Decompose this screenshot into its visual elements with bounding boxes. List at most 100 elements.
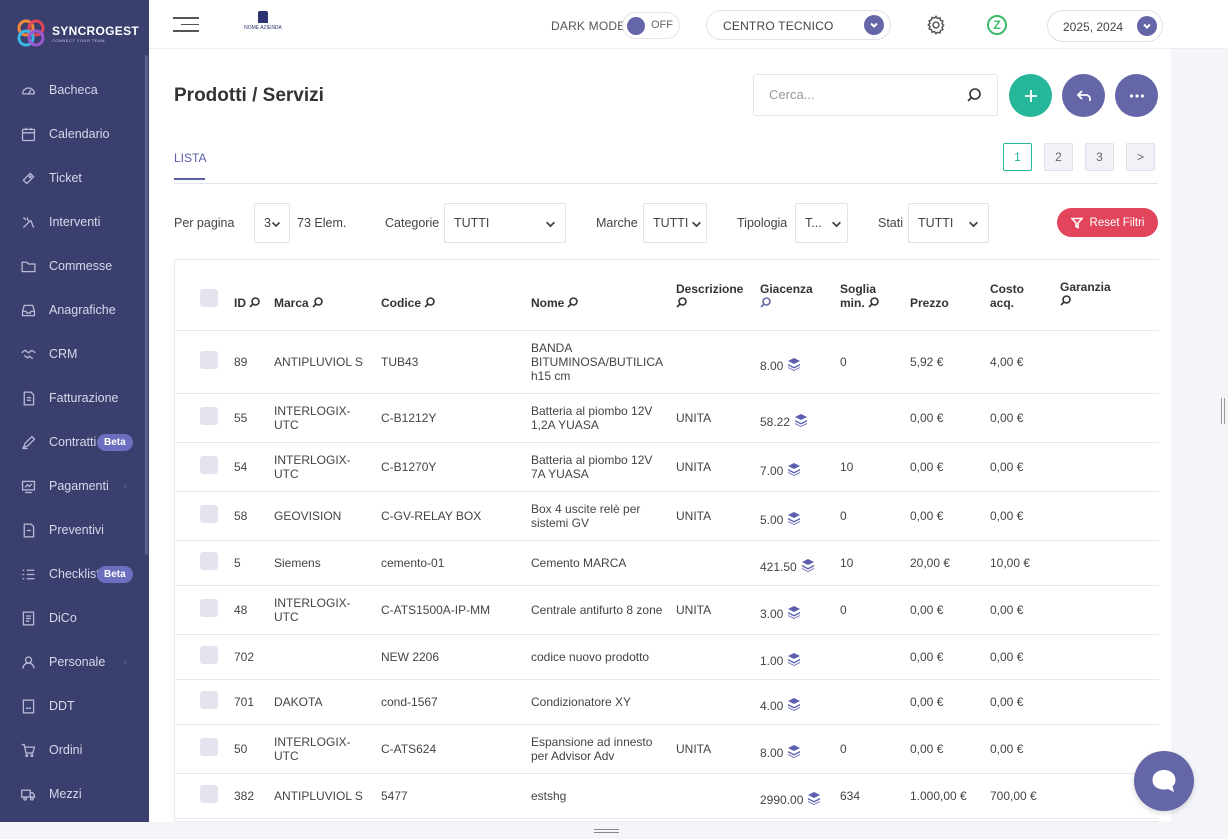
- row-checkbox[interactable]: [200, 552, 218, 570]
- col-giacenza[interactable]: Giacenza: [760, 260, 840, 331]
- search-icon[interactable]: [966, 87, 982, 103]
- search-icon[interactable]: [312, 296, 323, 308]
- row-checkbox[interactable]: [200, 646, 218, 664]
- side-resize-handle[interactable]: [1221, 398, 1225, 424]
- sidebar-scrollbar[interactable]: [145, 55, 148, 555]
- col-codice[interactable]: Codice: [381, 260, 531, 331]
- sidebar-item-preventivi[interactable]: Preventivi: [0, 508, 149, 552]
- row-checkbox[interactable]: [200, 691, 218, 709]
- page-button-2[interactable]: 2: [1044, 143, 1073, 171]
- back-button[interactable]: [1062, 74, 1105, 117]
- page-button-3[interactable]: 3: [1085, 143, 1114, 171]
- row-checkbox[interactable]: [200, 456, 218, 474]
- sidebar-item-pagamenti[interactable]: Pagamenti ›: [0, 464, 149, 508]
- tab-lista[interactable]: LISTA: [174, 151, 206, 180]
- reset-filters-button[interactable]: Reset Filtri: [1057, 208, 1158, 237]
- stock-layers-icon[interactable]: [794, 413, 808, 427]
- col-costo[interactable]: Costo acq.: [990, 260, 1060, 331]
- sidebar-item-commesse[interactable]: Commesse: [0, 244, 149, 288]
- sidebar-item-checklist[interactable]: Checklist Beta: [0, 552, 149, 596]
- page-button-1[interactable]: 1: [1003, 143, 1032, 171]
- col-nome[interactable]: Nome: [531, 260, 676, 331]
- sidebar-item-personale[interactable]: Personale ›: [0, 640, 149, 684]
- row-checkbox[interactable]: [200, 738, 218, 756]
- stock-layers-icon[interactable]: [787, 462, 801, 476]
- select-all-checkbox[interactable]: [200, 288, 218, 307]
- z-icon[interactable]: Z: [987, 15, 1007, 35]
- sidebar-item-interventi[interactable]: Interventi: [0, 200, 149, 244]
- sidebar-item-ordini[interactable]: Ordini: [0, 728, 149, 772]
- center-select[interactable]: CENTRO TECNICO: [706, 10, 891, 40]
- page-next-button[interactable]: >: [1126, 143, 1155, 171]
- col-descrizione[interactable]: Descrizione: [676, 260, 760, 331]
- tipologia-select[interactable]: T...: [795, 203, 848, 243]
- search-input[interactable]: [769, 87, 959, 102]
- search-icon[interactable]: [760, 296, 771, 308]
- search-icon[interactable]: [868, 296, 879, 308]
- stati-select[interactable]: TUTTI: [908, 203, 989, 243]
- table-row[interactable]: 50 INTERLOGIX-UTC C-ATS624 Espansione ad in…: [175, 724, 1159, 774]
- table-row[interactable]: 89 ANTIPLUVIOL S TUB43 BANDA BITUMINOSA/BUT…: [175, 330, 1159, 394]
- stock-layers-icon[interactable]: [787, 744, 801, 758]
- table-row[interactable]: 55 INTERLOGIX-UTC C-B1212Y Batteria al piom…: [175, 393, 1159, 443]
- company-logo[interactable]: NOME AZIENDA: [243, 11, 283, 37]
- add-button[interactable]: [1009, 74, 1052, 117]
- table-row[interactable]: 702 NEW 2206 codice nuovo prodotto 1.00 0,00…: [175, 634, 1159, 680]
- row-checkbox[interactable]: [200, 407, 218, 425]
- calendar-icon: [19, 125, 37, 143]
- row-checkbox[interactable]: [200, 351, 218, 369]
- table-row[interactable]: 5 Siemens cemento-01 Cemento MARCA 421.50 10 2…: [175, 540, 1159, 586]
- brand[interactable]: SYNCROGEST CONNECT YOUR TEAM: [0, 0, 149, 66]
- resize-handle[interactable]: [594, 829, 619, 835]
- chat-button[interactable]: [1134, 751, 1194, 811]
- sidebar-item-mezzi[interactable]: Mezzi: [0, 772, 149, 816]
- categorie-select[interactable]: TUTTI: [444, 203, 566, 243]
- table-row[interactable]: 382 ANTIPLUVIOL S 5477 estshg 2990.00 634 1.00…: [175, 773, 1159, 819]
- col-prezzo[interactable]: Prezzo: [910, 260, 990, 331]
- dark-mode-toggle[interactable]: OFF: [622, 12, 680, 39]
- search-icon[interactable]: [424, 296, 435, 308]
- per-page-select[interactable]: 3: [254, 203, 290, 243]
- stock-layers-icon[interactable]: [787, 652, 801, 666]
- row-checkbox[interactable]: [200, 785, 218, 803]
- col-garanzia[interactable]: Garanzia: [1060, 260, 1159, 331]
- row-checkbox[interactable]: [200, 505, 218, 523]
- cell-costo: 0,00 €: [990, 634, 1060, 680]
- sidebar-item-calendario[interactable]: Calendario: [0, 112, 149, 156]
- col-id[interactable]: ID: [234, 260, 274, 331]
- table-row[interactable]: 48 INTERLOGIX-UTC C-ATS1500A-IP-MM Centrale…: [175, 585, 1159, 635]
- sidebar-item-anagrafiche[interactable]: Anagrafiche: [0, 288, 149, 332]
- sidebar-item-contratti[interactable]: Contratti Beta: [0, 420, 149, 464]
- search-icon[interactable]: [1060, 294, 1071, 306]
- sidebar-item-fatturazione[interactable]: Fatturazione: [0, 376, 149, 420]
- stock-layers-icon[interactable]: [787, 357, 801, 371]
- search-icon[interactable]: [676, 296, 687, 308]
- col-marca[interactable]: Marca: [274, 260, 381, 331]
- row-checkbox[interactable]: [200, 599, 218, 617]
- search-icon[interactable]: [567, 296, 579, 308]
- sidebar-item-dico[interactable]: DiCo: [0, 596, 149, 640]
- tools-icon: [19, 213, 37, 231]
- stock-layers-icon[interactable]: [787, 511, 801, 525]
- sidebar-item-ticket[interactable]: Ticket: [0, 156, 149, 200]
- stock-layers-icon[interactable]: [807, 791, 821, 805]
- marche-select[interactable]: TUTTI: [643, 203, 707, 243]
- table-row[interactable]: 701 DAKOTA cond-1567 Condizionatore XY 4.00 0…: [175, 679, 1159, 725]
- cell-descrizione-text: UNITA: [676, 410, 712, 425]
- stock-layers-icon[interactable]: [787, 697, 801, 711]
- sidebar-item-crm[interactable]: CRM: [0, 332, 149, 376]
- search-box[interactable]: [753, 74, 998, 116]
- gear-icon[interactable]: [925, 14, 947, 36]
- quote-icon: [19, 521, 37, 539]
- stock-layers-icon[interactable]: [801, 558, 815, 572]
- sidebar-item-ddt[interactable]: DDT: [0, 684, 149, 728]
- table-row[interactable]: 58 GEOVISION C-GV-RELAY BOX Box 4 uscite re…: [175, 491, 1159, 541]
- table-row[interactable]: 54 INTERLOGIX-UTC C-B1270Y Batteria al piom…: [175, 442, 1159, 492]
- stock-layers-icon[interactable]: [787, 605, 801, 619]
- menu-toggle-icon[interactable]: [173, 17, 199, 33]
- col-soglia[interactable]: Soglia min.: [840, 260, 910, 331]
- search-icon[interactable]: [249, 296, 260, 308]
- sidebar-item-bacheca[interactable]: Bacheca: [0, 68, 149, 112]
- more-button[interactable]: [1115, 74, 1158, 117]
- year-select[interactable]: 2025, 2024: [1047, 10, 1163, 42]
